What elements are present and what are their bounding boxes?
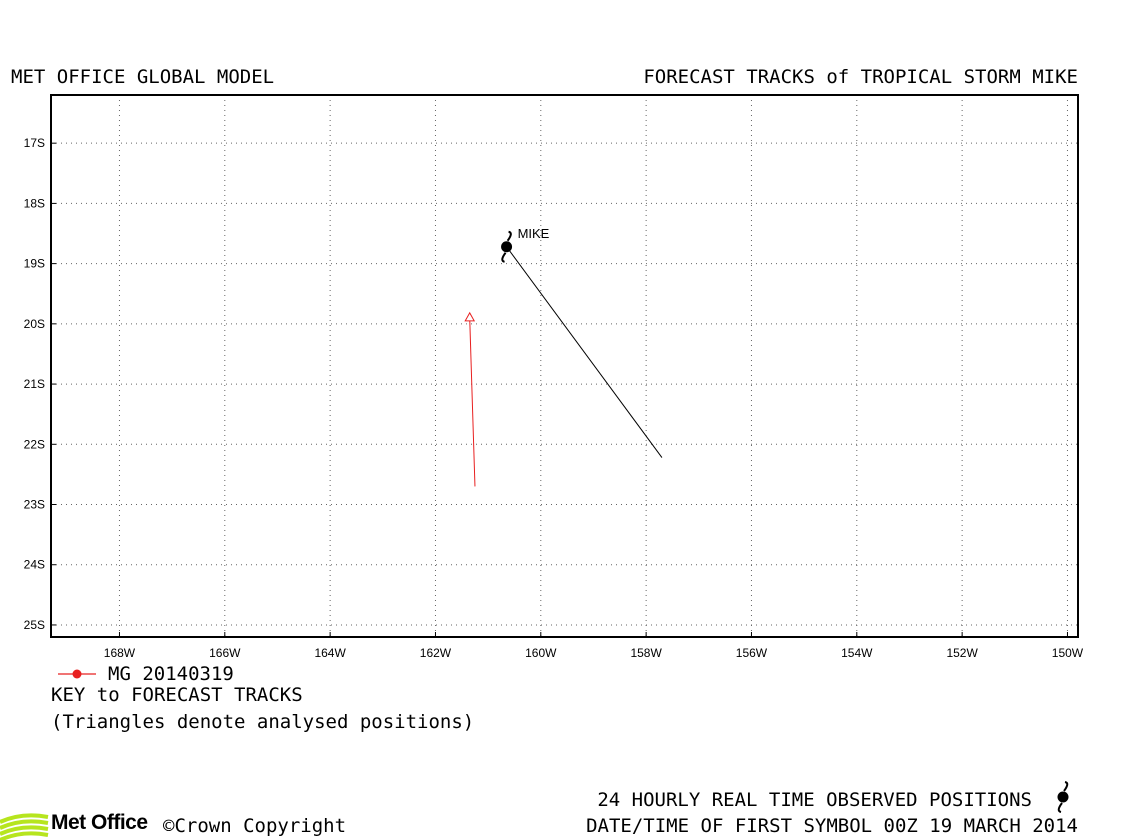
storm-symbol-icon	[501, 230, 513, 263]
lon-tick-label: 154W	[841, 646, 873, 660]
lat-tick-label: 21S	[24, 377, 45, 391]
observed-positions-note: 24 HOURLY REAL TIME OBSERVED POSITIONS	[597, 789, 1032, 811]
chart-title: FORECAST TRACKS of TROPICAL STORM MIKE	[643, 66, 1078, 88]
lon-tick-label: 152W	[946, 646, 978, 660]
lon-tick-label: 160W	[525, 646, 557, 660]
lon-tick-label: 150W	[1052, 646, 1084, 660]
forecast-track-line	[469, 317, 476, 487]
first-symbol-datetime: DATE/TIME OF FIRST SYMBOL 00Z 19 MARCH 2…	[586, 815, 1078, 837]
legend-key-title: KEY to FORECAST TRACKS	[51, 684, 303, 706]
lat-tick-label: 17S	[24, 136, 45, 150]
lat-tick-label: 18S	[24, 196, 45, 210]
map-frame	[50, 94, 1079, 638]
tracks: MIKE	[464, 226, 663, 487]
lon-tick-label: 164W	[314, 646, 346, 660]
lat-tick-label: 23S	[24, 498, 45, 512]
map-grid	[51, 95, 1078, 637]
observed-track-line	[506, 246, 663, 458]
legend-note: (Triangles denote analysed positions)	[51, 711, 475, 733]
model-title: MET OFFICE GLOBAL MODEL	[11, 66, 275, 88]
lat-tick-label: 20S	[24, 317, 45, 331]
copyright-text: ©Crown Copyright	[163, 815, 347, 837]
lon-tick-label: 168W	[104, 646, 136, 660]
lon-tick-label: 158W	[630, 646, 662, 660]
storm-name-label: MIKE	[518, 226, 550, 241]
lat-tick-label: 19S	[24, 257, 45, 271]
met-office-logo-icon	[0, 813, 49, 840]
lon-tick-label: 156W	[736, 646, 768, 660]
legend-series-label: MG 20140319	[108, 663, 234, 685]
lon-tick-label: 162W	[420, 646, 452, 660]
analysed-position-triangle	[464, 311, 476, 322]
lat-tick-label: 24S	[24, 558, 45, 572]
observed-position-symbol-icon	[1057, 781, 1069, 813]
lat-tick-label: 25S	[24, 618, 45, 632]
lat-tick-label: 22S	[24, 437, 45, 451]
legend-series-marker	[58, 669, 96, 679]
met-office-logo-text: Met Office	[51, 811, 148, 834]
lon-tick-label: 166W	[209, 646, 241, 660]
axis-ticks: 168W 166W 164W 162W 160W 158W 156W 154W 152W 150W…	[24, 136, 1084, 660]
